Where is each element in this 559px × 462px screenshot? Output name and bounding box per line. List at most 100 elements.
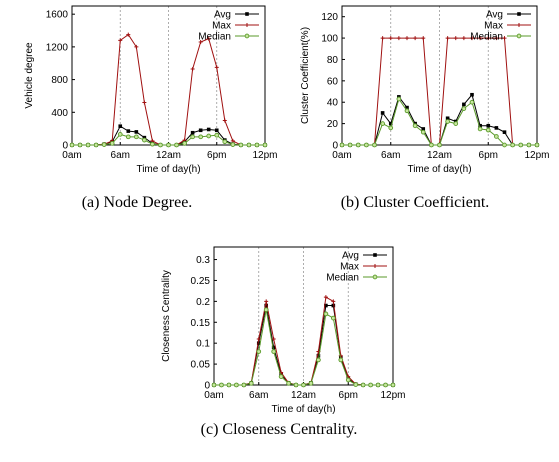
- x-tick-label: 6am: [111, 150, 130, 161]
- x-axis-label: Time of day(h): [271, 404, 335, 415]
- data-point: [241, 382, 247, 388]
- data-point: [308, 380, 314, 386]
- data-point: [93, 142, 99, 148]
- data-point: [271, 337, 276, 341]
- y-tick-label: 0: [62, 141, 68, 152]
- data-point: [222, 139, 228, 145]
- data-point: [445, 119, 450, 124]
- x-axis-label: Time of day(h): [407, 164, 471, 175]
- data-point: [134, 44, 139, 49]
- data-point: [256, 349, 262, 354]
- data-point: [222, 118, 227, 123]
- data-point: [388, 36, 393, 41]
- data-point: [263, 307, 269, 313]
- x-tick-label: 0am: [332, 150, 351, 161]
- data-point: [330, 315, 336, 321]
- legend-label: Max: [484, 21, 503, 32]
- data-point: [364, 142, 369, 148]
- data-point: [133, 134, 139, 140]
- data-point: [126, 32, 131, 37]
- data-point: [271, 349, 277, 354]
- legend-marker: [517, 12, 521, 16]
- legend-label: Median: [198, 32, 231, 43]
- data-point: [338, 357, 344, 363]
- data-point: [198, 39, 203, 44]
- data-point: [182, 141, 187, 146]
- data-point: [388, 125, 394, 131]
- data-point: [404, 108, 410, 114]
- data-point: [125, 134, 131, 140]
- data-point: [254, 142, 260, 148]
- data-point: [293, 382, 299, 388]
- x-tick-label: 0am: [204, 390, 223, 401]
- data-point: [214, 128, 219, 133]
- data-point: [347, 142, 353, 148]
- data-point: [324, 303, 328, 308]
- data-point: [518, 142, 524, 148]
- data-point: [534, 142, 540, 148]
- data-point: [214, 65, 219, 70]
- legend-marker: [245, 12, 249, 16]
- data-point: [150, 141, 155, 147]
- x-tick-label: 6am: [249, 390, 268, 401]
- legend-marker: [372, 274, 378, 280]
- series-line: [214, 305, 393, 386]
- legend-marker: [516, 33, 522, 39]
- data-point: [478, 123, 482, 128]
- data-point: [262, 142, 268, 148]
- data-point: [174, 142, 179, 148]
- data-point: [117, 132, 123, 137]
- data-point: [248, 380, 254, 386]
- y-tick-label: 80: [327, 55, 339, 66]
- legend-label: Avg: [342, 251, 359, 262]
- data-point: [462, 102, 466, 107]
- x-tick-label: 12pm: [252, 150, 277, 161]
- data-point: [331, 299, 336, 304]
- legend-marker: [244, 33, 250, 39]
- data-point: [338, 353, 343, 358]
- data-point: [264, 303, 269, 308]
- y-tick-label: 1600: [46, 10, 69, 21]
- x-axis-label: Time of day(h): [136, 164, 200, 175]
- data-point: [286, 380, 291, 386]
- x-tick-label: 6am: [381, 150, 400, 161]
- y-tick-label: 100: [321, 34, 338, 45]
- legend-label: Median: [470, 32, 503, 43]
- data-point: [478, 36, 483, 41]
- y-tick-label: 120: [321, 12, 338, 23]
- data-point: [316, 353, 321, 358]
- data-point: [494, 134, 499, 139]
- chart-2: 0am 6am 12am 6pm 12pm 0 20 40 60 80 100 120 Time of …: [300, 5, 550, 211]
- data-point: [109, 141, 115, 146]
- x-tick-label: 12am: [427, 150, 452, 161]
- data-point: [246, 142, 252, 148]
- data-point: [264, 299, 269, 304]
- x-tick-label: 0am: [62, 150, 81, 161]
- x-tick-label: 6pm: [479, 150, 498, 161]
- data-point: [234, 382, 239, 388]
- data-point: [190, 130, 195, 135]
- data-point: [526, 142, 532, 148]
- y-axis-label: Vehicle degree: [24, 42, 35, 109]
- data-point: [142, 137, 147, 143]
- data-point: [301, 382, 306, 388]
- data-point: [345, 377, 351, 383]
- y-tick-label: 20: [327, 119, 339, 130]
- data-point: [445, 36, 450, 41]
- series-median: [339, 96, 540, 148]
- data-point: [355, 142, 361, 148]
- y-tick-label: 0: [204, 381, 210, 392]
- chart-3: 0am 6am 12am 6pm 12pm 0 0.05 0.1 0.15 0.2 0.25 0.3 T…: [161, 246, 406, 438]
- data-point: [368, 382, 373, 388]
- x-tick-label: 12pm: [380, 390, 405, 401]
- data-point: [166, 142, 171, 148]
- data-point: [396, 36, 401, 41]
- data-point: [494, 126, 499, 130]
- data-point: [502, 36, 507, 41]
- data-point: [353, 382, 359, 387]
- data-point: [190, 134, 195, 140]
- y-tick-label: 800: [51, 75, 68, 86]
- data-point: [469, 99, 475, 105]
- data-point: [118, 124, 123, 128]
